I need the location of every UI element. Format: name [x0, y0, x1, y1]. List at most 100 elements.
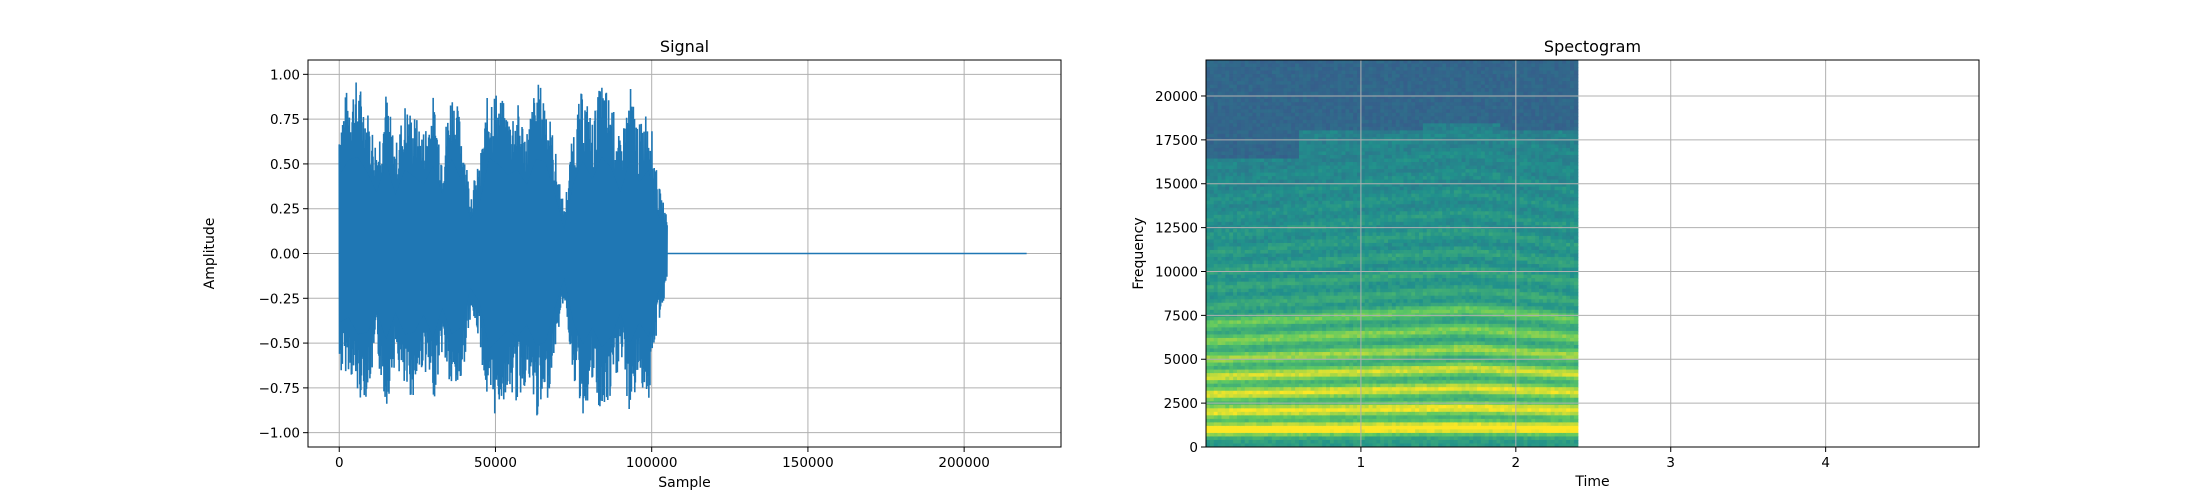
spectrogram-cell — [1225, 436, 1230, 441]
spectrogram-cell — [1233, 144, 1238, 149]
spectrogram-cell — [1209, 344, 1215, 350]
spectrogram-cell — [1206, 397, 1211, 402]
spectrogram-cell — [1206, 408, 1211, 413]
spectrogram-cell — [1353, 320, 1358, 325]
spectrogram-cell — [1368, 302, 1374, 307]
spectrogram-cell — [1267, 285, 1273, 290]
spectrogram-cell — [1364, 432, 1370, 438]
spectrogram-cell — [1283, 190, 1288, 195]
spectrogram-cell — [1322, 404, 1327, 409]
spectrogram-cell — [1229, 323, 1234, 328]
spectrogram-cell — [1279, 105, 1285, 110]
spectrogram-cell — [1364, 418, 1370, 423]
spectrogram-cell — [1345, 274, 1350, 279]
spectrogram-cell — [1291, 246, 1296, 251]
spectrogram-cell — [1213, 299, 1219, 304]
spectrogram-cell — [1333, 144, 1339, 149]
spectrogram-cell — [1217, 432, 1223, 438]
spectrogram-cell — [1310, 366, 1316, 371]
spectrogram-cell — [1256, 422, 1261, 427]
spectrogram-cell — [1310, 323, 1316, 328]
spectrogram-cell — [1275, 207, 1281, 212]
spectrogram-cell — [1252, 232, 1257, 237]
spectrogram-cell — [1217, 183, 1223, 188]
spectrogram-cell — [1213, 327, 1219, 332]
spectrogram-cell — [1275, 172, 1281, 177]
spectrogram-cell — [1349, 278, 1354, 283]
spectrogram-cell — [1364, 102, 1370, 107]
spectrogram-cell — [1225, 60, 1230, 65]
spectrogram-cell — [1206, 60, 1211, 65]
spectrogram-cell — [1279, 411, 1285, 416]
spectrogram-cell — [1264, 242, 1269, 248]
spectrogram-cell — [1318, 214, 1323, 219]
spectrogram-cell — [1271, 221, 1277, 226]
spectrogram-cell — [1333, 281, 1339, 286]
spectrogram-cell — [1298, 355, 1304, 360]
spectrogram-cell — [1298, 221, 1304, 226]
spectrogram-cell — [1349, 204, 1354, 209]
spectrogram-cell — [1275, 306, 1281, 311]
spectrogram-cell — [1349, 344, 1354, 350]
spectrogram-cell — [1225, 334, 1230, 339]
spectrogram-cell — [1248, 130, 1254, 135]
spectrogram-cell — [1248, 221, 1254, 226]
spectrogram-cell — [1341, 271, 1347, 276]
spectrogram-cell — [1310, 84, 1316, 89]
spectrogram-cell — [1364, 306, 1370, 311]
spectrogram-cell — [1376, 337, 1381, 343]
spectrogram-cell — [1260, 242, 1265, 248]
spectrogram-cell — [1206, 232, 1211, 237]
spectrogram-cell — [1314, 436, 1319, 441]
spectrogram-cell — [1318, 130, 1323, 135]
spectrogram-cell — [1298, 67, 1304, 72]
spectrogram-cell — [1225, 260, 1230, 265]
spectrogram-cell — [1248, 88, 1254, 93]
spectrogram-cell — [1353, 95, 1358, 100]
spectrogram-cell — [1310, 77, 1316, 82]
spectrogram-cell — [1349, 88, 1354, 93]
spectrogram-cell — [1213, 197, 1219, 202]
spectrogram-cell — [1368, 165, 1374, 170]
spectrogram-cell — [1291, 235, 1296, 241]
spectrogram-cell — [1287, 439, 1292, 445]
spectrogram-cell — [1376, 330, 1381, 336]
spectrogram-cell — [1275, 415, 1281, 420]
spectrogram-cell — [1353, 348, 1358, 353]
spectrogram-cell — [1275, 327, 1281, 332]
spectrogram-cell — [1353, 176, 1358, 181]
spectrogram-cell — [1260, 264, 1265, 269]
spectrogram-cell — [1376, 109, 1381, 114]
spectrogram-cell — [1213, 183, 1219, 188]
spectrogram-cell — [1256, 429, 1261, 434]
spectrogram-cell — [1376, 323, 1381, 328]
spectrogram-cell — [1326, 404, 1331, 409]
spectrogram-cell — [1368, 390, 1374, 395]
spectrogram-cell — [1233, 366, 1238, 371]
spectrogram-cell — [1302, 186, 1308, 191]
spectrogram-cell — [1298, 133, 1304, 138]
spectrogram-cell — [1264, 140, 1269, 146]
spectrogram-cell — [1236, 390, 1242, 395]
spectrogram-cell — [1310, 390, 1316, 395]
spectrogram-cell — [1357, 334, 1362, 339]
spectrogram-cell — [1326, 432, 1331, 438]
spectrogram-cell — [1283, 306, 1288, 311]
spectrogram-cell — [1213, 334, 1219, 339]
spectrogram-cell — [1357, 422, 1362, 427]
spectrogram-cell — [1357, 299, 1362, 304]
spectrogram-cell — [1333, 67, 1339, 72]
spectrogram-cell — [1264, 70, 1269, 75]
spectrogram-cell — [1233, 190, 1238, 195]
spectrogram-cell — [1322, 158, 1327, 163]
spectrogram-cell — [1349, 394, 1354, 399]
spectrogram-cell — [1240, 218, 1246, 223]
spectrogram-cell — [1233, 172, 1238, 177]
spectrogram-cell — [1264, 425, 1269, 431]
spectrogram-cell — [1240, 91, 1246, 96]
spectrogram-cell — [1264, 359, 1269, 364]
spectrogram-cell — [1260, 292, 1265, 297]
spectrogram-cell — [1329, 348, 1335, 353]
spectrogram-cell — [1271, 327, 1277, 332]
spectrogram-cell — [1322, 264, 1327, 269]
